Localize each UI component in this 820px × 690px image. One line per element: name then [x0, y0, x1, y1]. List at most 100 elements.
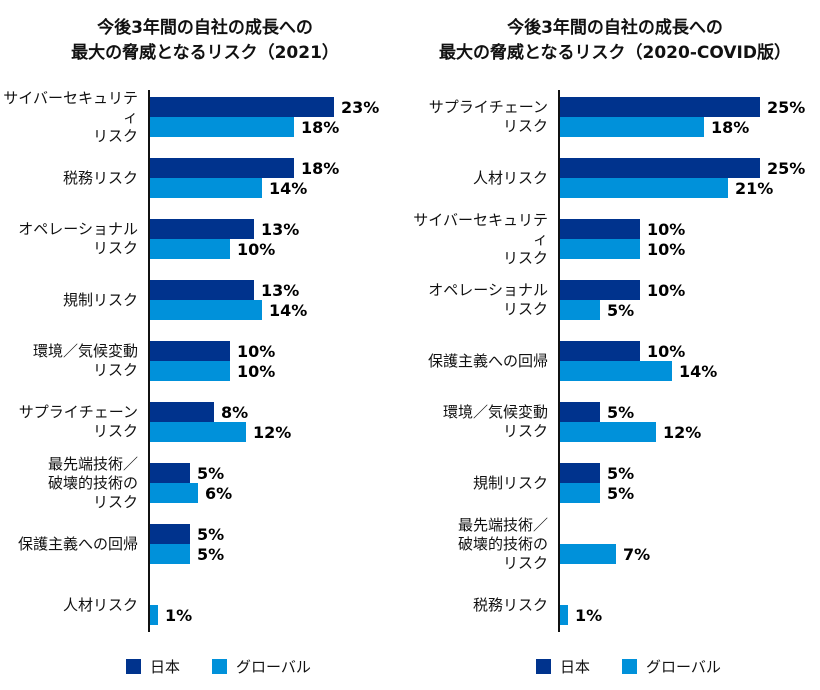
bar-global: [150, 117, 294, 137]
bar-line-global: 5%: [560, 300, 820, 320]
bar-line-global: 10%: [150, 361, 410, 381]
category-label-line: リスク: [92, 492, 138, 511]
value-label-global: 1%: [165, 605, 193, 625]
legend-swatch-japan: [126, 659, 141, 674]
value-label-japan: 23%: [341, 97, 380, 117]
bar-pair: 1%: [148, 585, 410, 625]
bar-row: サイバーセキュリティ リスク 23% 18%: [0, 89, 410, 145]
bar-japan: [560, 402, 600, 422]
bar-row: 最先端技術／ 破壊的技術の リスク 7%: [410, 516, 820, 572]
bar-japan: [560, 97, 760, 117]
bar-global: [150, 483, 198, 503]
bar-line-global: 10%: [560, 239, 820, 259]
value-label-global: 18%: [711, 117, 750, 137]
value-label-global: 5%: [607, 300, 635, 320]
bar-line-global: 14%: [150, 178, 410, 198]
category-label-line: リスク: [92, 126, 138, 145]
bar-line-japan: 5%: [150, 463, 410, 483]
bar-row: 税務リスク 18% 14%: [0, 158, 410, 198]
value-label-japan: 10%: [647, 341, 686, 361]
bar-row: 人材リスク 25% 21%: [410, 158, 820, 198]
value-label-japan: 13%: [261, 219, 300, 239]
bar-row: 規制リスク 5% 5%: [410, 463, 820, 503]
value-label-global: 14%: [679, 361, 718, 381]
bar-pair: 1%: [558, 585, 820, 625]
bar-global: [150, 422, 246, 442]
bar-japan: [560, 158, 760, 178]
value-label-global: 10%: [647, 239, 686, 259]
bar-line-japan: [560, 524, 820, 544]
bar-line-global: 10%: [150, 239, 410, 259]
bar-row: 環境／気候変動 リスク 10% 10%: [0, 341, 410, 381]
bar-line-global: 12%: [560, 422, 820, 442]
legend: 日本 グローバル: [536, 656, 820, 677]
value-label-global: 7%: [623, 544, 651, 564]
bar-line-japan: 18%: [150, 158, 410, 178]
chart-rows: サプライチェーン リスク 25% 18% 人材リスク 25% 21% サイバーセキュリティ リス…: [410, 90, 820, 632]
bar-line-japan: [560, 585, 820, 605]
category-label: 規制リスク: [0, 291, 148, 310]
bar-pair: 10% 14%: [558, 341, 820, 381]
bar-row: オペレーショナル リスク 13% 10%: [0, 219, 410, 259]
bar-line-japan: [150, 585, 410, 605]
category-label: サイバーセキュリティ リスク: [0, 89, 148, 146]
bar-global: [560, 361, 672, 381]
chart-title-line: 今後3年間の自社の成長への: [97, 18, 313, 38]
value-label-global: 10%: [237, 361, 276, 381]
bar-pair: 25% 21%: [558, 158, 820, 198]
bar-line-japan: 10%: [560, 341, 820, 361]
bar-japan: [560, 341, 640, 361]
bar-global: [560, 117, 704, 137]
category-label-line: 人材リスク: [472, 168, 548, 187]
y-axis-line: [148, 90, 150, 632]
bar-global: [150, 544, 190, 564]
bar-pair: 5% 12%: [558, 402, 820, 442]
legend: 日本 グローバル: [126, 656, 410, 677]
category-label: 保護主義への回帰: [410, 352, 558, 371]
bar-japan: [150, 341, 230, 361]
chart-title: 今後3年間の自社の成長への 最大の脅威となるリスク（2020-COVID版）: [410, 16, 820, 66]
category-label-line: オペレーショナル: [18, 220, 138, 238]
bar-line-japan: 13%: [150, 280, 410, 300]
category-label-line: 人材リスク: [62, 595, 138, 614]
bar-line-japan: 23%: [150, 97, 410, 117]
category-label-line: リスク: [502, 422, 548, 440]
category-label-line: サイバーセキュリティ: [3, 88, 138, 126]
bar-line-japan: 10%: [560, 219, 820, 239]
bar-line-japan: 13%: [150, 219, 410, 239]
bar-line-japan: 25%: [560, 158, 820, 178]
bar-line-japan: 5%: [560, 402, 820, 422]
bar-japan: [150, 158, 294, 178]
bar-line-global: 18%: [560, 117, 820, 137]
bar-row: 環境／気候変動 リスク 5% 12%: [410, 402, 820, 442]
bar-row: 保護主義への回帰 10% 14%: [410, 341, 820, 381]
bar-pair: 10% 10%: [558, 219, 820, 259]
category-label: 環境／気候変動 リスク: [0, 342, 148, 380]
bar-global: [560, 300, 600, 320]
category-label: 保護主義への回帰: [0, 535, 148, 554]
value-label-japan: 13%: [261, 280, 300, 300]
bar-global: [560, 544, 616, 564]
bar-pair: 18% 14%: [148, 158, 410, 198]
category-label-line: オペレーショナル: [428, 281, 548, 299]
category-label-line: 環境／気候変動: [32, 342, 138, 360]
bar-pair: 13% 14%: [148, 280, 410, 320]
category-label: 最先端技術／ 破壊的技術の リスク: [0, 455, 148, 512]
category-label: オペレーショナル リスク: [0, 220, 148, 258]
bar-line-global: 6%: [150, 483, 410, 503]
bar-line-global: 1%: [150, 605, 410, 625]
bar-line-japan: 10%: [560, 280, 820, 300]
bar-pair: 25% 18%: [558, 97, 820, 137]
value-label-japan: 25%: [767, 158, 806, 178]
bar-global: [150, 300, 262, 320]
bar-line-japan: 10%: [150, 341, 410, 361]
category-label-line: リスク: [92, 239, 138, 257]
value-label-global: 12%: [253, 422, 292, 442]
bar-pair: 13% 10%: [148, 219, 410, 259]
bar-pair: 10% 10%: [148, 341, 410, 381]
bar-pair: 10% 5%: [558, 280, 820, 320]
value-label-japan: 10%: [237, 341, 276, 361]
category-label: サプライチェーン リスク: [410, 98, 558, 136]
value-label-japan: 5%: [607, 463, 635, 483]
chart-2021: 今後3年間の自社の成長への 最大の脅威となるリスク（2021） サイバーセキュリ…: [0, 18, 410, 677]
